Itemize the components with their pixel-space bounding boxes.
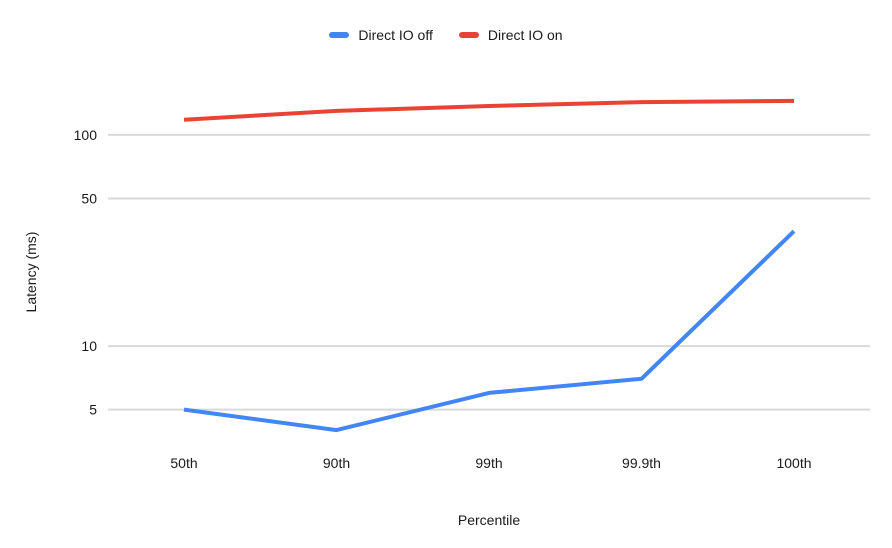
- y-tick-label-50: 50: [81, 190, 97, 206]
- x-tick-label-50th: 50th: [170, 455, 197, 471]
- legend-item-direct-io-on: Direct IO on: [458, 27, 563, 43]
- legend-label-direct-io-on: Direct IO on: [487, 27, 563, 43]
- legend-label-direct-io-off: Direct IO off: [358, 27, 433, 43]
- y-axis-title: Latency (ms): [23, 231, 39, 313]
- legend-swatch-direct-io-off: [329, 32, 350, 38]
- x-tick-label-99-9th: 99.9th: [622, 455, 661, 471]
- y-tick-label-5: 5: [89, 402, 97, 418]
- x-tick-label-90th: 90th: [323, 455, 350, 471]
- series-line-direct-io-on: [183, 98, 795, 122]
- legend-swatch-direct-io-on: [458, 32, 479, 38]
- y-tick-label-100: 100: [74, 127, 98, 143]
- x-tick-label-99th: 99th: [475, 455, 502, 471]
- series-line-direct-io-off: [183, 229, 796, 433]
- x-tick-label-100th: 100th: [776, 455, 811, 471]
- x-axis-title: Percentile: [457, 512, 521, 528]
- legend-item-direct-io-off: Direct IO off: [329, 27, 433, 43]
- legend: Direct IO off Direct IO on: [0, 24, 892, 46]
- y-tick-label-10: 10: [81, 338, 97, 354]
